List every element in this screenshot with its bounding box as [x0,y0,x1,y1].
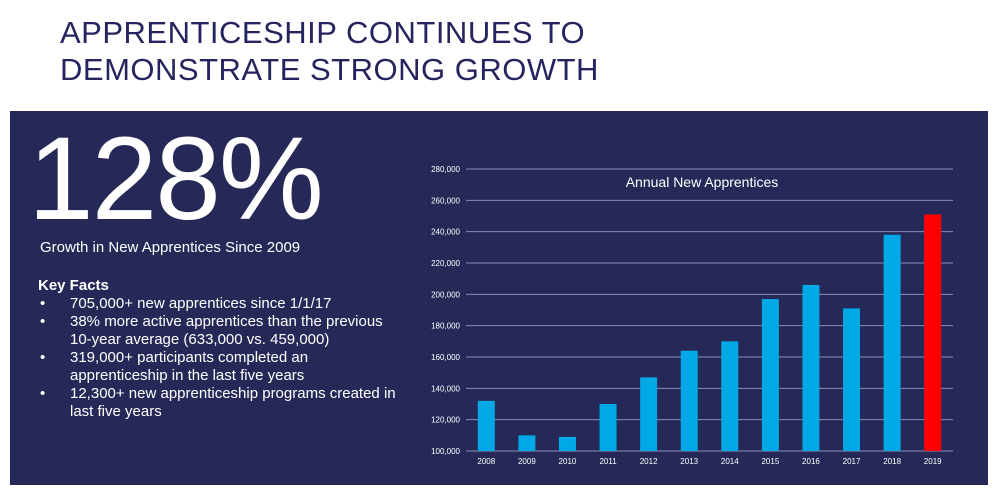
y-tick-label: 240,000 [431,228,460,237]
key-facts-list: 705,000+ new apprentices since 1/1/17 38… [38,295,398,421]
y-tick-label: 160,000 [431,353,460,362]
x-tick-label: 2016 [802,457,820,466]
x-tick-label: 2014 [721,457,739,466]
key-fact-item: 38% more active apprentices than the pre… [38,313,398,349]
bar-2013 [680,350,698,451]
slide-title: APPRENTICESHIP CONTINUES TO DEMONSTRATE … [60,14,599,88]
x-tick-label: 2018 [883,457,901,466]
title-line-2: DEMONSTRATE STRONG GROWTH [60,52,599,87]
x-tick-label: 2017 [843,457,861,466]
y-tick-label: 260,000 [431,196,460,205]
y-tick-label: 200,000 [431,290,460,299]
y-tick-label: 180,000 [431,322,460,331]
key-fact-item: 12,300+ new apprenticeship programs crea… [38,385,398,421]
y-tick-label: 280,000 [431,165,460,174]
bar-2012 [640,377,658,451]
bar-2008 [477,400,495,451]
title-line-1: APPRENTICESHIP CONTINUES TO [60,15,586,50]
bar-2018 [883,234,901,451]
x-tick-label: 2013 [680,457,698,466]
bar-2015 [761,299,779,451]
chart-title: Annual New Apprentices [626,174,779,190]
y-tick-label: 140,000 [431,384,460,393]
content-panel: 128% Growth in New Apprentices Since 200… [10,111,988,485]
y-tick-label: 220,000 [431,259,460,268]
key-fact-item: 319,000+ participants completed an appre… [38,349,398,385]
y-tick-label: 100,000 [431,447,460,456]
x-tick-label: 2011 [599,457,617,466]
key-facts-heading: Key Facts [38,277,109,294]
annual-new-apprentices-chart: 100,000 120,000 140,000 160,000 180,000 200,0… [431,165,953,466]
growth-caption: Growth in New Apprentices Since 2009 [40,239,301,256]
x-tick-label: 2012 [640,457,658,466]
bar-2011 [599,404,617,451]
x-tick-label: 2019 [924,457,942,466]
bar-2009 [518,435,536,451]
bar-2014 [721,341,739,451]
x-tick-label: 2009 [518,457,536,466]
x-tick-label: 2010 [559,457,577,466]
key-fact-item: 705,000+ new apprentices since 1/1/17 [38,295,398,313]
x-tick-label: 2015 [761,457,779,466]
bar-2017 [843,308,861,451]
x-tick-label: 2008 [477,457,495,466]
bar-2019 [924,214,942,451]
y-tick-label: 120,000 [431,416,460,425]
bar-2010 [558,436,576,451]
bar-2016 [802,284,820,451]
key-facts: Key Facts 705,000+ new apprentices since… [38,277,398,421]
growth-percentage: 128% [28,113,324,245]
